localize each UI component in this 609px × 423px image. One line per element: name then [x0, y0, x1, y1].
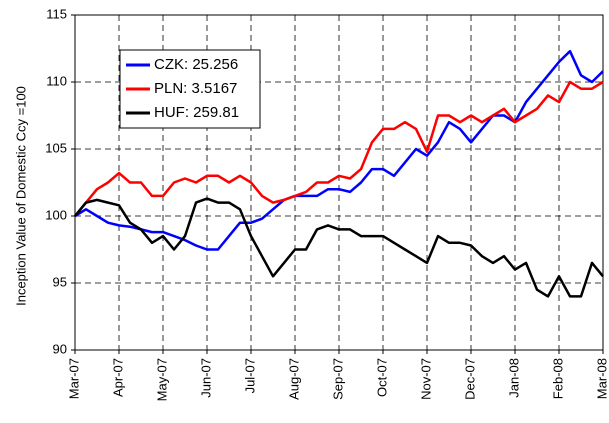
x-tick-label: Nov-07 — [418, 358, 433, 400]
x-tick-label: Feb-08 — [550, 358, 565, 399]
legend-label: PLN: 3.5167 — [154, 80, 237, 97]
x-tick-label: Dec-07 — [462, 358, 477, 400]
legend-label: CZK: 25.256 — [154, 56, 238, 73]
y-tick-label: 110 — [46, 73, 67, 88]
y-tick-label: 95 — [53, 274, 67, 289]
x-tick-label: Jun-07 — [198, 358, 213, 398]
x-tick-label: May-07 — [154, 358, 169, 401]
legend-label: HUF: 259.81 — [154, 104, 239, 121]
series-line — [74, 197, 604, 298]
y-axis-label: Inception Value of Domestic Ccy =100 — [13, 86, 28, 306]
y-tick-label: 105 — [45, 140, 67, 155]
x-tick-label: Mar-08 — [594, 358, 609, 399]
x-tick-label: Jan-08 — [506, 358, 521, 398]
x-tick-label: Apr-07 — [110, 358, 125, 397]
y-tick-label: 90 — [53, 341, 67, 356]
x-tick-label: Jul-07 — [242, 358, 257, 393]
x-tick-label: Sep-07 — [330, 358, 345, 400]
x-tick-label: Oct-07 — [374, 358, 389, 397]
plot-frame — [74, 14, 604, 351]
x-tick-label: Mar-07 — [66, 358, 81, 399]
y-tick-label: 100 — [45, 207, 67, 222]
x-tick-label: Aug-07 — [286, 358, 301, 400]
y-tick-label: 115 — [46, 6, 67, 21]
series-line — [74, 80, 604, 217]
